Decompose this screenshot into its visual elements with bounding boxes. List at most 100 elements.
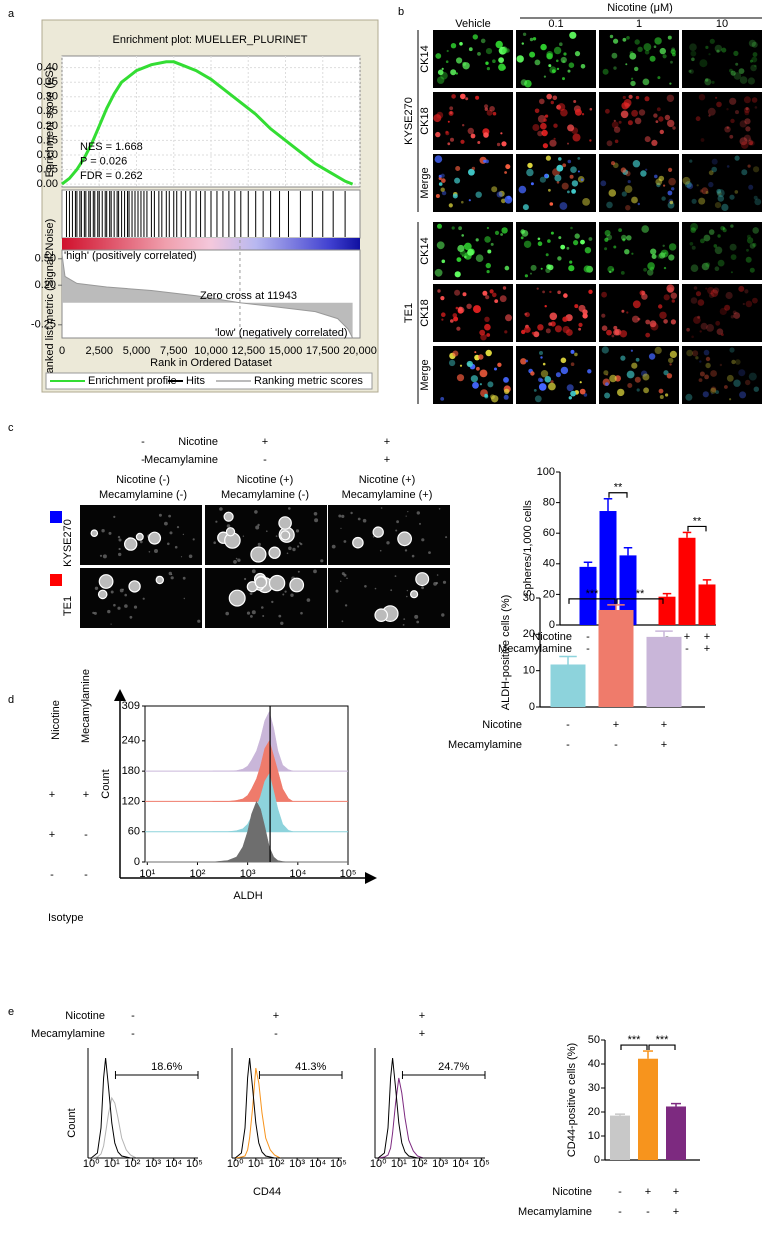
enrichment-line [61,60,354,186]
legend-label: Ranking metric scores [254,375,363,387]
cell [753,166,760,173]
x-tick-label: 10⁵ [186,1158,203,1170]
cell [529,51,536,58]
cell [548,382,556,391]
debris [117,606,121,610]
cell [570,390,576,397]
cell [704,374,709,380]
x-tick-label: 10¹ [139,868,155,880]
cell [640,170,647,177]
debris [124,593,127,597]
condition-label: Mecamylamine [31,1028,105,1040]
cell [455,306,459,310]
debris [117,535,121,539]
debris [442,580,447,584]
x-tick-label: 10⁴ [165,1158,182,1170]
cell [711,80,715,84]
cell [560,357,567,364]
cell [540,122,547,130]
y-axis-label: Count [66,1108,78,1137]
cell [733,312,741,319]
y-axis-label: CD44-positive cells (%) [566,1043,578,1157]
cell [671,299,675,303]
cell [545,114,549,118]
cell [450,69,457,76]
cell [454,289,461,296]
cell [745,126,751,132]
cell [729,243,737,251]
cell [484,394,489,399]
debris [246,611,251,615]
y-tick-label: 0 [549,619,555,631]
cell [666,94,675,103]
cell [745,107,749,111]
debris [441,613,445,617]
cell [521,329,526,335]
cell [693,286,698,290]
debris [297,545,300,548]
cell [482,290,488,296]
cell [730,254,737,260]
cell [601,313,606,318]
cell [524,326,531,333]
cell [483,132,489,138]
cell [664,252,667,255]
treatment-sign: + [661,719,667,731]
panel-label: c [8,422,14,434]
debris [306,598,311,602]
cell [503,377,509,383]
cell [574,108,582,116]
cell [505,164,511,170]
debris [122,588,124,591]
cell [471,166,476,171]
cell [738,68,745,74]
cell [601,346,609,354]
cell [613,126,621,133]
debris [237,558,241,562]
debris [314,518,319,523]
x-tick-label: 10¹ [248,1158,264,1170]
cell [752,242,757,247]
cell [450,137,454,142]
cell [604,392,611,399]
cell [689,69,694,74]
cell [730,70,736,76]
cell [713,287,720,294]
y-axis-label: ALDH-positive cells (%) [500,595,512,711]
debris [167,542,170,546]
y-tick-label: 0.30 [37,91,58,103]
cell [582,313,588,319]
micrograph [516,92,596,150]
bar [698,584,716,625]
cell [451,94,456,99]
cell [627,120,633,126]
cell [747,77,756,85]
y-tick-label: 20 [523,628,535,640]
cell [559,202,568,210]
y-axis-label: Enrichment score (ES) [44,67,56,178]
x-tick-label: 10³ [145,1158,161,1170]
cell [717,234,721,238]
cell [747,164,751,168]
cell [744,289,749,294]
cell [479,383,482,386]
x-tick-label: 10⁴ [452,1158,469,1170]
debris [395,529,398,532]
column-title: Mecamylamine (-) [99,489,187,501]
cell [547,239,551,243]
cell [645,332,651,338]
cell [751,97,758,103]
debris [118,552,122,557]
debris [357,517,361,521]
x-tick-label: 10² [412,1158,428,1170]
cell [567,142,569,145]
cell [622,238,626,242]
cell [456,57,463,64]
debris [275,535,278,538]
cell [634,117,642,125]
cell [560,56,567,64]
micrograph [328,505,450,565]
cell [583,393,588,397]
cell [545,155,552,161]
cell [686,349,693,357]
